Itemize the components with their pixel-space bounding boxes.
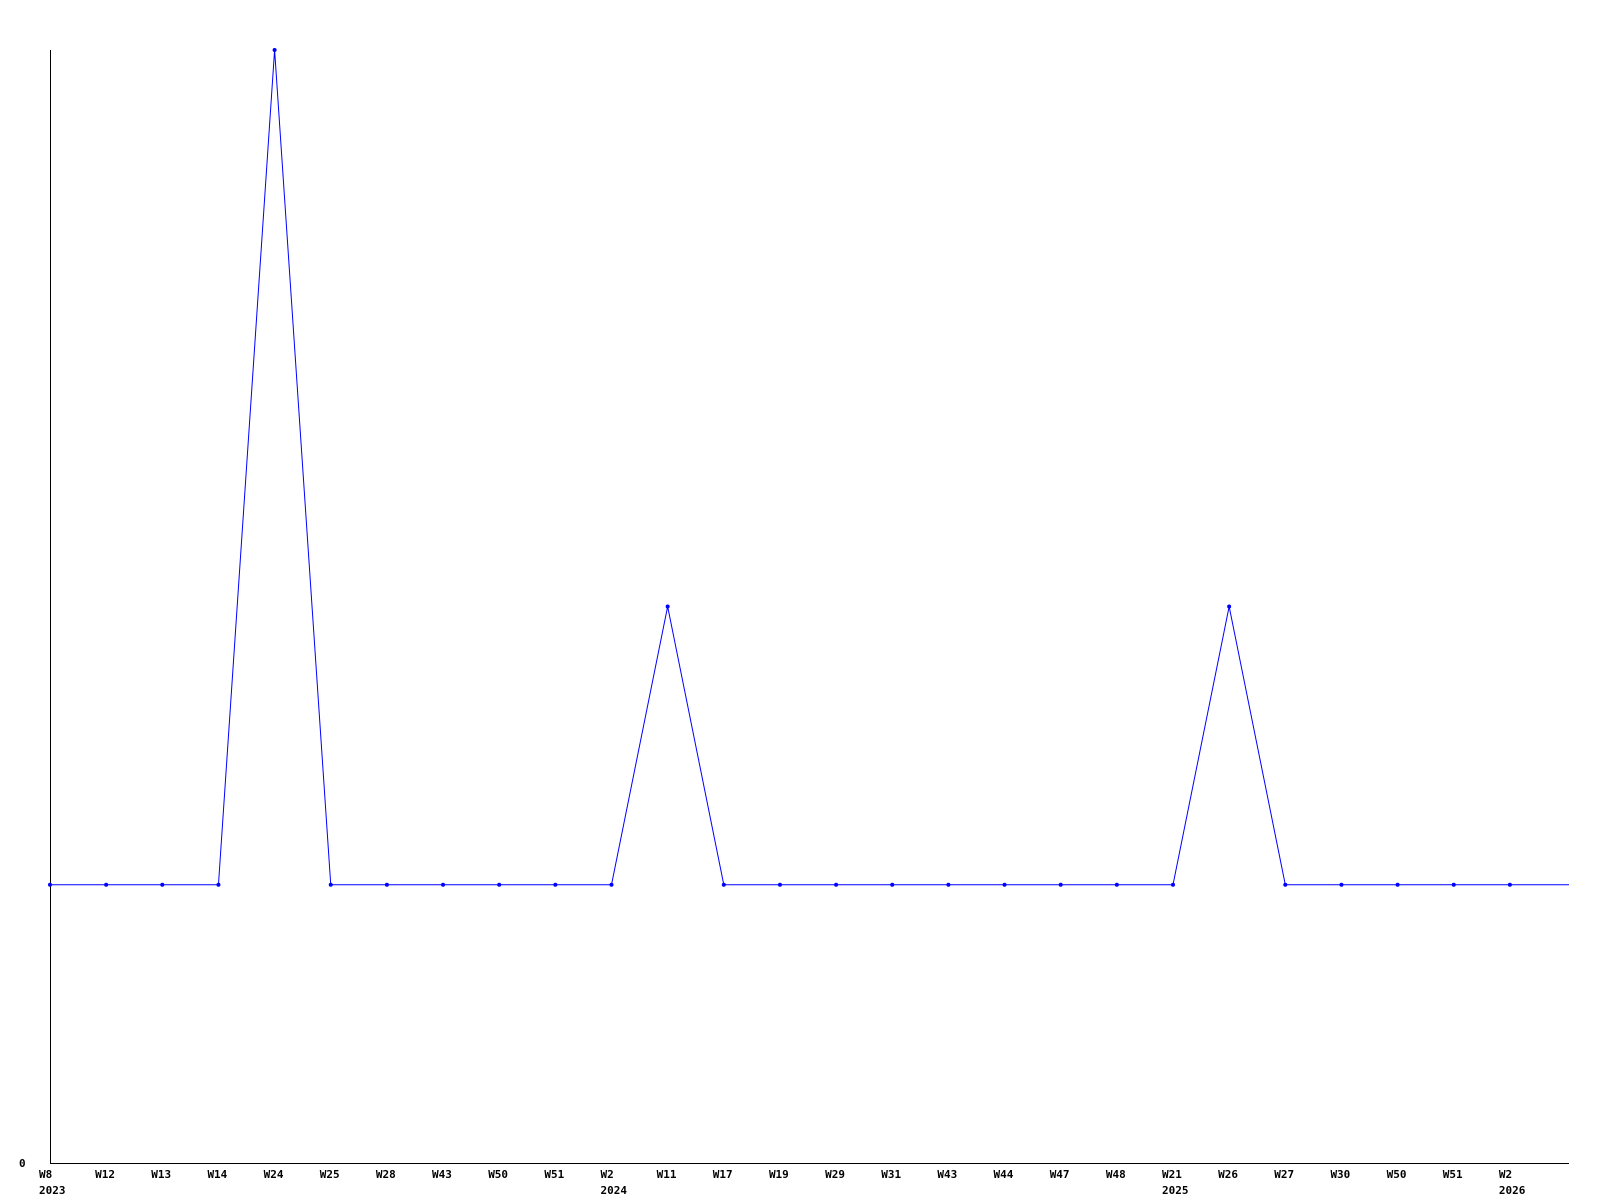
x-tick-label: W29 <box>825 1168 845 1181</box>
series-line <box>50 49 1569 886</box>
x-tick-label: W12 <box>95 1168 115 1181</box>
x-tick-label: W31 <box>881 1168 901 1181</box>
x-tick-label: W28 <box>376 1168 396 1181</box>
data-point <box>1002 882 1007 887</box>
data-point <box>609 882 614 887</box>
x-tick-label: W19 <box>769 1168 789 1181</box>
x-tick-label: W2 <box>601 1168 614 1181</box>
x-tick-label: W8 <box>39 1168 52 1181</box>
data-point <box>1283 882 1288 887</box>
x-tick-label: W26 <box>1218 1168 1238 1181</box>
x-tick-label: W44 <box>994 1168 1014 1181</box>
data-point <box>384 882 389 887</box>
data-point <box>1507 882 1512 887</box>
data-point <box>328 882 333 887</box>
x-year-label: 2024 <box>601 1184 628 1197</box>
data-point <box>272 48 277 52</box>
data-point <box>1114 882 1119 887</box>
data-point <box>1395 882 1400 887</box>
x-year-label: 2023 <box>39 1184 66 1197</box>
data-point <box>48 882 52 887</box>
x-tick-label: W43 <box>937 1168 957 1181</box>
data-point <box>553 882 558 887</box>
x-tick-label: W27 <box>1274 1168 1294 1181</box>
x-tick-label: W2 <box>1499 1168 1512 1181</box>
data-point <box>777 882 782 887</box>
x-tick-label: W47 <box>1050 1168 1070 1181</box>
x-year-label: 2026 <box>1499 1184 1526 1197</box>
data-point <box>890 882 895 887</box>
x-tick-label: W17 <box>713 1168 733 1181</box>
data-point <box>1339 882 1344 887</box>
x-year-label: 2025 <box>1162 1184 1189 1197</box>
data-point <box>834 882 839 887</box>
data-point <box>1171 882 1175 887</box>
x-tick-label: W48 <box>1106 1168 1126 1181</box>
data-point <box>1451 882 1456 887</box>
x-tick-label: W21 <box>1162 1168 1182 1181</box>
data-point <box>721 882 726 887</box>
data-point <box>946 882 951 887</box>
data-point <box>665 604 670 609</box>
x-tick-label: W24 <box>264 1168 284 1181</box>
x-tick-label: W51 <box>544 1168 564 1181</box>
data-point <box>1227 604 1232 609</box>
x-tick-label: W13 <box>151 1168 171 1181</box>
data-point <box>216 882 221 887</box>
y-tick-label: 0 <box>19 1157 26 1170</box>
x-tick-label: W30 <box>1330 1168 1350 1181</box>
x-tick-label: W51 <box>1443 1168 1463 1181</box>
data-point <box>497 882 502 887</box>
x-tick-label: W11 <box>657 1168 677 1181</box>
x-tick-label: W14 <box>207 1168 227 1181</box>
x-tick-label: W43 <box>432 1168 452 1181</box>
x-tick-label: W50 <box>488 1168 508 1181</box>
data-point <box>160 882 165 887</box>
data-point <box>441 882 446 887</box>
x-tick-label: W25 <box>320 1168 340 1181</box>
data-point <box>104 882 109 887</box>
x-tick-label: W50 <box>1387 1168 1407 1181</box>
data-point <box>1058 882 1063 887</box>
